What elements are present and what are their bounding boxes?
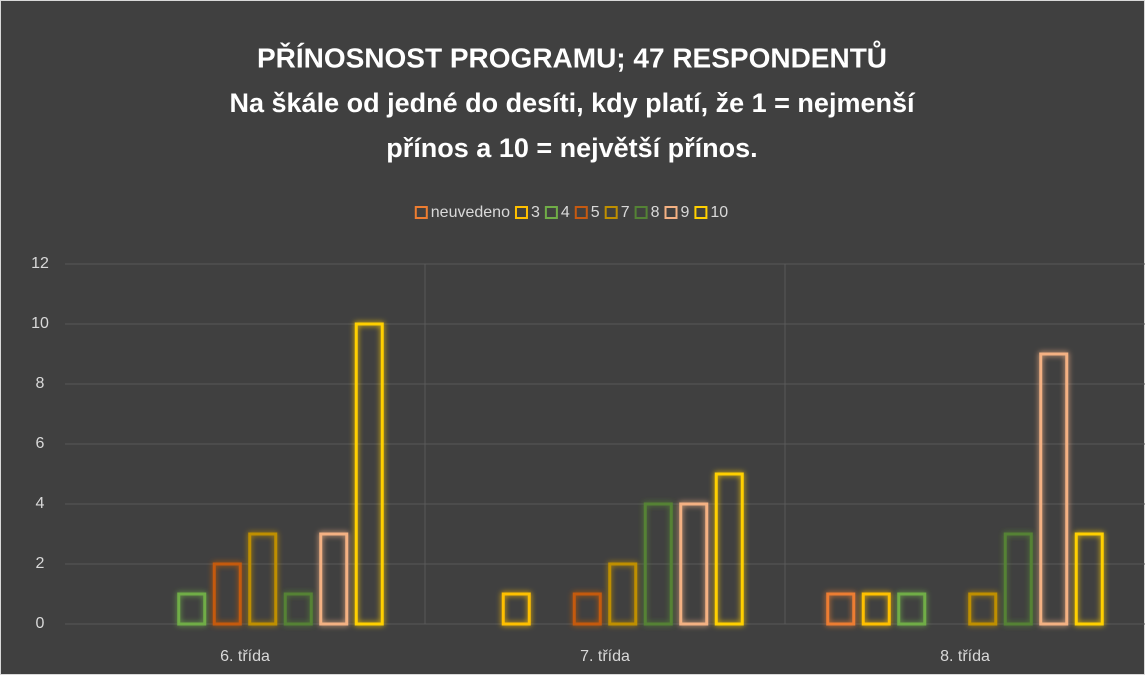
legend-swatch <box>544 206 558 219</box>
bar <box>608 562 638 626</box>
legend-swatch <box>414 206 428 219</box>
bar <box>968 592 998 626</box>
y-tick-label: 8 <box>36 375 45 392</box>
bar <box>714 472 744 626</box>
bar <box>177 592 207 626</box>
legend-label: 9 <box>681 204 690 221</box>
legend-label: 5 <box>591 204 600 221</box>
bar <box>572 592 602 626</box>
y-tick-label: 12 <box>31 255 49 272</box>
bar <box>643 502 673 626</box>
legend-label: 7 <box>621 204 630 221</box>
bar <box>1074 532 1104 626</box>
bar <box>354 322 384 626</box>
bar <box>501 592 531 626</box>
legend-swatch <box>634 206 648 219</box>
legend-label: 4 <box>561 204 570 221</box>
y-tick-label: 10 <box>31 315 49 332</box>
bar <box>248 532 278 626</box>
bar <box>283 592 313 626</box>
chart-subtitle: přínos a 10 = největší přínos. <box>386 133 757 163</box>
x-tick-label: 7. třída <box>580 648 630 665</box>
bar <box>1003 532 1033 626</box>
chart-title: PŘÍNOSNOST PROGRAMU; 47 RESPONDENTŮ <box>257 40 887 73</box>
legend-label: 8 <box>651 204 660 221</box>
legend-label: 3 <box>531 204 540 221</box>
bar <box>319 532 349 626</box>
legend-swatch <box>514 206 528 219</box>
bar <box>861 592 891 626</box>
bar <box>826 592 856 626</box>
y-tick-label: 0 <box>36 615 45 632</box>
y-tick-label: 2 <box>36 555 45 572</box>
legend-label: neuvedeno <box>431 204 510 221</box>
legend-swatch <box>694 206 708 219</box>
bar <box>679 502 709 626</box>
bar <box>897 592 927 626</box>
x-tick-label: 8. třída <box>940 648 990 665</box>
legend-swatch <box>574 206 588 219</box>
legend-label: 10 <box>710 204 728 221</box>
chart-subtitle: Na škále od jedné do desíti, kdy platí, … <box>230 88 916 118</box>
bar <box>212 562 242 626</box>
y-tick-label: 4 <box>36 495 45 512</box>
legend-swatch <box>664 206 678 219</box>
legend-swatch <box>604 206 618 219</box>
x-tick-label: 6. třída <box>220 648 270 665</box>
y-tick-label: 6 <box>36 435 45 452</box>
bar <box>1039 352 1069 626</box>
